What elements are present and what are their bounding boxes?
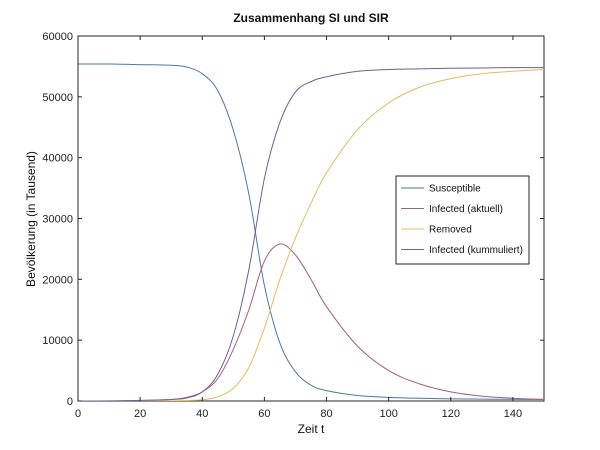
- axis-ticks: 0 20 40 60 80 100 120 140 0 10000 20000 30000 40000 5…: [42, 31, 544, 420]
- legend-label-0: Susceptible: [429, 184, 481, 195]
- y-tick-label: 0: [67, 396, 73, 408]
- x-tick-label: 120: [442, 408, 460, 420]
- x-tick-label: 140: [504, 408, 522, 420]
- y-tick-label: 40000: [42, 153, 73, 165]
- x-tick-label: 60: [258, 408, 270, 420]
- x-tick-label: 0: [75, 408, 81, 420]
- legend: Susceptible Infected (aktuell) Removed Infe…: [395, 175, 530, 265]
- y-tick-label: 30000: [42, 214, 73, 226]
- legend-label-2: Removed: [429, 225, 472, 236]
- legend-label-3: Infected (kummuliert): [429, 245, 523, 256]
- x-tick-label: 100: [379, 408, 397, 420]
- series-group: [78, 63, 544, 401]
- x-tick-label: 80: [320, 408, 332, 420]
- y-tick-label: 10000: [42, 335, 73, 347]
- series-line-2: [78, 68, 544, 401]
- x-axis-label: Zeit t: [298, 422, 325, 436]
- legend-label-1: Infected (aktuell): [429, 204, 503, 215]
- y-tick-label: 60000: [42, 31, 73, 43]
- y-tick-label: 20000: [42, 274, 73, 286]
- series-line-3: [78, 67, 544, 401]
- y-tick-label: 50000: [42, 92, 73, 104]
- series-line-0: [78, 63, 544, 400]
- y-axis-label: Bevölkerung (in Tausend): [24, 151, 38, 287]
- chart-title: Zusammenhang SI und SIR: [233, 11, 389, 25]
- x-tick-label: 40: [196, 408, 208, 420]
- x-tick-label: 20: [134, 408, 146, 420]
